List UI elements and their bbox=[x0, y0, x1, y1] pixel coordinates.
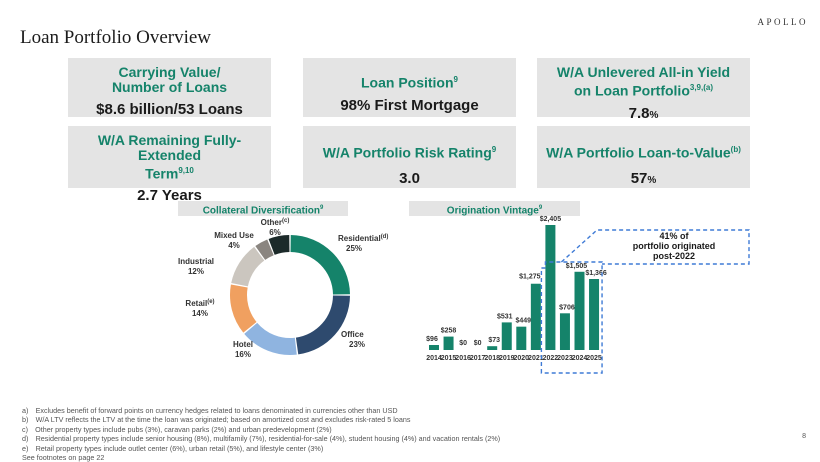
vintage-year-2025: 2025 bbox=[586, 355, 602, 362]
vintage-bar-2021 bbox=[530, 283, 541, 350]
kpi-label: W/A Remaining Fully-Extended Term9,10 bbox=[97, 132, 242, 182]
kpi-remaining-term: W/A Remaining Fully-Extended Term9,10 2.7… bbox=[68, 126, 271, 204]
collateral-section-header: Collateral Diversification9 bbox=[178, 201, 348, 216]
callout-text-line2: portfolio originated bbox=[633, 241, 716, 251]
kpi-label: Carrying Value/Number of Loans bbox=[111, 64, 228, 95]
donut-slice-residential bbox=[290, 235, 350, 295]
donut-label-office: Office bbox=[341, 330, 364, 339]
callout-text-line3: post-2022 bbox=[653, 251, 695, 261]
footnote: See footnotes on page 22 bbox=[22, 453, 105, 462]
vintage-year-2017: 2017 bbox=[470, 355, 486, 362]
vintage-year-2016: 2016 bbox=[455, 355, 471, 362]
kpi-loan-position: Loan Position9 98% First Mortgage bbox=[303, 58, 516, 117]
kpi-label: W/A Portfolio Risk Rating9 bbox=[322, 144, 497, 161]
vintage-value-2023: $706 bbox=[559, 304, 575, 311]
vintage-bar-2015 bbox=[443, 336, 454, 350]
vintage-value-2014: $96 bbox=[426, 336, 438, 343]
callout-box-outline bbox=[560, 229, 750, 265]
footnote: a) Excludes benefit of forward points on… bbox=[22, 406, 398, 415]
kpi-ltv: W/A Portfolio Loan-to-Value(b) 57% bbox=[537, 126, 750, 188]
vintage-bar-2019 bbox=[501, 322, 512, 350]
kpi-label: W/A Unlevered All-in Yield on Loan Portfo… bbox=[556, 64, 731, 99]
footnote: b) W/A LTV reflects the LTV at the time … bbox=[22, 415, 411, 425]
donut-label-hotel: Hotel bbox=[233, 340, 253, 349]
donut-value-residential: 25% bbox=[346, 244, 362, 253]
donut-label-retail: Retail(e) bbox=[185, 299, 214, 308]
donut-label-mixed-use: Mixed Use bbox=[214, 231, 254, 240]
kpi-value: $8.6 billion/53 Loans bbox=[96, 101, 243, 118]
donut-label-residential: Residential(d) bbox=[338, 234, 388, 243]
donut-value-other: 6% bbox=[269, 228, 281, 237]
kpi-value: 2.7 Years bbox=[137, 186, 202, 204]
vintage-year-2015: 2015 bbox=[441, 355, 457, 362]
post-2022-highlight-outline bbox=[540, 261, 603, 374]
footnote: d) Residential property types include se… bbox=[22, 434, 501, 444]
footnote: c) Other property types include pubs (3%… bbox=[22, 424, 332, 434]
vintage-bar-2023 bbox=[559, 313, 570, 350]
vintage-year-2021: 2021 bbox=[528, 355, 544, 362]
donut-slice-office bbox=[295, 295, 350, 355]
callout-text-line1: 41% of bbox=[659, 231, 689, 241]
donut-value-retail: 14% bbox=[192, 309, 208, 318]
kpi-risk-rating: W/A Portfolio Risk Rating9 3.0 bbox=[303, 126, 516, 188]
vintage-bar-2022 bbox=[545, 225, 556, 350]
vintage-bar-2020 bbox=[516, 326, 527, 350]
footnotes: a) Excludes benefit of forward points on… bbox=[22, 406, 500, 462]
vintage-year-2018: 2018 bbox=[484, 355, 500, 362]
vintage-value-2016: $0 bbox=[459, 340, 467, 347]
donut-value-industrial: 12% bbox=[188, 267, 204, 276]
donut-slice-mixed-use bbox=[255, 239, 274, 260]
donut-value-hotel: 16% bbox=[235, 350, 251, 359]
vintage-value-2021: $1,275 bbox=[519, 274, 541, 281]
vintage-bar-2025 bbox=[589, 279, 600, 350]
kpi-label: W/A Portfolio Loan-to-Value(b) bbox=[546, 144, 741, 161]
vintage-year-2024: 2024 bbox=[572, 355, 588, 362]
donut-value-office: 23% bbox=[349, 340, 365, 349]
vintage-value-2024: $1,505 bbox=[566, 263, 588, 270]
vintage-year-2023: 2023 bbox=[557, 355, 573, 362]
vintage-year-2022: 2022 bbox=[543, 355, 559, 362]
vintage-bar-2018 bbox=[487, 346, 498, 350]
vintage-value-2019: $531 bbox=[497, 313, 513, 320]
vintage-value-2020: $449 bbox=[516, 318, 532, 325]
donut-slice-retail bbox=[230, 284, 257, 333]
vintage-bar-2024 bbox=[574, 271, 585, 350]
donut-slice-other bbox=[268, 235, 290, 255]
vintage-value-2017: $0 bbox=[474, 340, 482, 347]
apollo-logo: APOLLO bbox=[757, 17, 808, 27]
kpi-carrying-value: Carrying Value/Number of Loans $8.6 bill… bbox=[68, 58, 271, 118]
donut-label-industrial: Industrial bbox=[178, 257, 214, 266]
vintage-value-2025: $1,366 bbox=[585, 270, 607, 277]
vintage-value-2022: $2,405 bbox=[540, 216, 562, 223]
kpi-label: Loan Position9 bbox=[360, 74, 458, 91]
kpi-yield: W/A Unlevered All-in Yield on Loan Portfo… bbox=[537, 58, 750, 122]
vintage-year-2020: 2020 bbox=[514, 355, 530, 362]
kpi-value: 57% bbox=[630, 169, 657, 187]
page-title: Loan Portfolio Overview bbox=[20, 27, 212, 48]
vintage-bar-2014 bbox=[429, 345, 439, 350]
donut-slice-hotel bbox=[244, 322, 297, 355]
kpi-value: 7.8% bbox=[628, 104, 659, 122]
vintage-value-2018: $73 bbox=[488, 337, 500, 344]
kpi-value: 98% First Mortgage bbox=[340, 96, 479, 114]
kpi-value: 3.0 bbox=[399, 169, 420, 187]
vintage-value-2015: $258 bbox=[441, 328, 457, 335]
donut-value-mixed-use: 4% bbox=[228, 241, 240, 250]
page-number: 8 bbox=[802, 433, 806, 440]
donut-label-other: Other(c) bbox=[261, 218, 290, 227]
donut-slice-industrial bbox=[231, 246, 265, 287]
vintage-section-header: Origination Vintage9 bbox=[409, 201, 580, 216]
vintage-year-2019: 2019 bbox=[499, 355, 515, 362]
vintage-year-2014: 2014 bbox=[426, 355, 442, 362]
footnote: e) Retail property types include outlet … bbox=[22, 443, 324, 453]
